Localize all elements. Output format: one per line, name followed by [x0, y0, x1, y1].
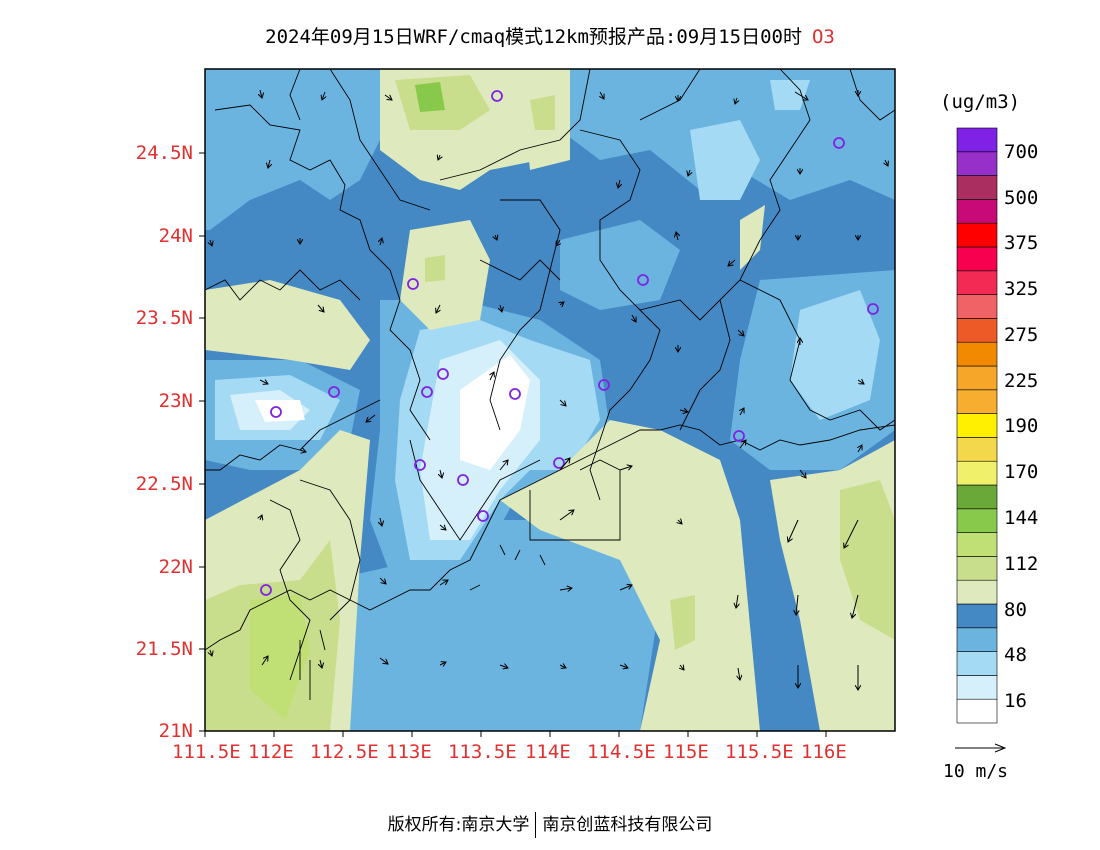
lat-label: 24N	[158, 225, 193, 247]
copyright-divider	[535, 812, 537, 838]
colorbar-label: 700	[1004, 141, 1039, 163]
lat-label: 22N	[158, 556, 193, 578]
colorbar-swatch	[956, 294, 998, 319]
colorbar	[956, 127, 998, 724]
colorbar-swatch	[956, 698, 998, 724]
colorbar-swatch	[956, 318, 998, 343]
lon-label: 113.5E	[448, 741, 517, 763]
colorbar-label: 190	[1004, 415, 1039, 437]
colorbar-swatch	[956, 127, 998, 153]
lon-label: 114E	[525, 741, 571, 763]
colorbar-label: 275	[1004, 324, 1039, 346]
lat-label: 22.5N	[135, 473, 193, 495]
reference-vector	[955, 743, 1007, 753]
colorbar-swatch	[956, 579, 998, 605]
colorbar-label: 500	[1004, 187, 1039, 209]
station-markers	[260, 90, 879, 596]
colorbar-label: 112	[1004, 553, 1039, 575]
lat-label: 21.5N	[135, 638, 193, 660]
colorbar-label: 16	[1004, 690, 1027, 712]
copyright-right: 南京创蓝科技有限公司	[542, 815, 713, 835]
colorbar-swatch	[956, 199, 998, 224]
lon-label: 115E	[663, 741, 709, 763]
colorbar-swatch	[956, 175, 998, 200]
colorbar-label: 48	[1004, 644, 1027, 666]
colorbar-swatch	[956, 389, 998, 414]
colorbar-swatch	[956, 675, 998, 700]
species-label: O3	[811, 26, 835, 48]
lon-label: 116E	[801, 741, 847, 763]
colorbar-label: 144	[1004, 507, 1039, 529]
copyright: 版权所有:南京大学 南京创蓝科技有限公司	[0, 810, 1100, 838]
admin-boundaries	[204, 68, 896, 681]
colorbar-label: 225	[1004, 370, 1039, 392]
colorbar-unit: (ug/m3)	[940, 91, 1021, 113]
colorbar-swatch	[956, 603, 998, 629]
lon-label: 113E	[386, 741, 432, 763]
colorbar-label: 170	[1004, 461, 1039, 483]
map-title: 2024年09月15日WRF/cmaq模式12km预报产品:09月15日00时 O…	[0, 22, 1100, 49]
colorbar-swatch	[956, 532, 998, 557]
lon-label: 115.5E	[725, 741, 794, 763]
colorbar-swatch	[956, 222, 998, 248]
colorbar-swatch	[956, 460, 998, 486]
colorbar-swatch	[956, 151, 998, 176]
colorbar-swatch	[956, 413, 998, 438]
colorbar-swatch	[956, 365, 998, 391]
colorbar-swatch	[956, 341, 998, 367]
colorbar-swatch	[956, 270, 998, 295]
concentration-field	[205, 69, 895, 731]
axis-ticks	[199, 152, 827, 737]
title-text: 2024年09月15日WRF/cmaq模式12km预报产品:09月15日00时	[265, 26, 802, 48]
lon-label: 111.5E	[172, 741, 241, 763]
colorbar-swatch	[956, 437, 998, 462]
colorbar-swatch	[956, 484, 998, 510]
lon-label: 114.5E	[587, 741, 656, 763]
lon-label: 112.5E	[310, 741, 379, 763]
wind-vectors	[210, 89, 888, 690]
colorbar-swatch	[956, 556, 998, 581]
colorbar-swatch	[956, 246, 998, 272]
colorbar-label: 375	[1004, 232, 1039, 254]
lat-label: 21N	[158, 720, 193, 742]
lat-label: 24.5N	[135, 142, 193, 164]
lat-label: 23N	[158, 390, 193, 412]
lon-label: 112E	[248, 741, 294, 763]
copyright-left: 版权所有:南京大学	[387, 815, 530, 835]
lat-label: 23.5N	[135, 307, 193, 329]
colorbar-swatch	[956, 651, 998, 676]
reference-vector-label: 10 m/s	[943, 761, 1009, 782]
colorbar-swatch	[956, 627, 998, 652]
colorbar-label: 80	[1004, 599, 1027, 621]
colorbar-label: 325	[1004, 278, 1039, 300]
colorbar-swatch	[956, 508, 998, 533]
